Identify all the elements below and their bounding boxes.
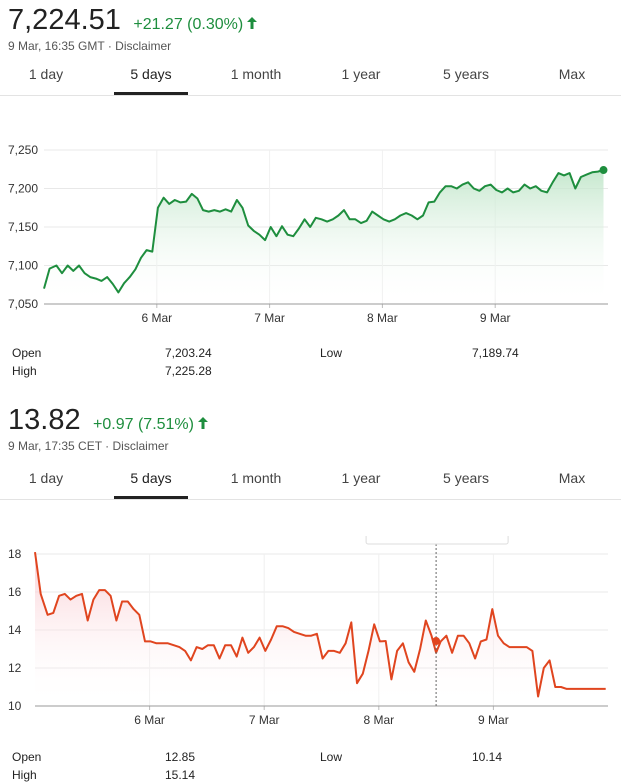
tab-1-day[interactable]: 1 day [28, 470, 64, 486]
y-tick-label: 7,250 [8, 143, 38, 157]
disclaimer-link[interactable]: Disclaimer [112, 439, 169, 453]
tooltip-value: 13.42 [374, 536, 404, 538]
tab-1-year[interactable]: 1 year [341, 66, 381, 82]
y-tick-label: 18 [8, 547, 22, 561]
tooltip-box [365, 536, 509, 545]
tab-5-years[interactable]: 5 years [443, 66, 489, 82]
low-value: 7,189.74 [472, 346, 519, 360]
tab-1-day[interactable]: 1 day [28, 66, 64, 82]
y-tick-label: 7,100 [8, 259, 38, 273]
range-tabs: 1 day 5 days 1 month 1 year 5 years Max [0, 461, 621, 500]
last-point-marker [599, 166, 608, 175]
x-tick-label: 7 Mar [254, 311, 285, 325]
tab-1-year[interactable]: 1 year [341, 470, 381, 486]
tab-5-days[interactable]: 5 days [114, 57, 188, 95]
stock-panel-2: 13.82 +0.97 (7.51%) 9 Mar, 17:35 CET · D… [0, 396, 621, 782]
arrow-up-icon [247, 17, 258, 32]
series-area [35, 552, 606, 706]
high-value: 15.14 [165, 768, 196, 782]
series-line [43, 169, 604, 294]
y-tick-label: 7,150 [8, 220, 38, 234]
x-tick-label: 8 Mar [363, 713, 394, 727]
stock-panel-1: 7,224.51 +21.27 (0.30%) 9 Mar, 16:35 GMT… [0, 4, 621, 378]
timestamp: 9 Mar, 17:35 CET [8, 439, 102, 453]
separator: · [101, 439, 113, 453]
x-tick-label: 7 Mar [249, 713, 280, 727]
price-chart[interactable]: 10 12 14 16 18 6 Mar 7 Mar 8 Mar 9 Mar 13.42 Thu 8… [0, 536, 621, 736]
y-tick-label: 7,050 [8, 297, 38, 311]
y-tick-label: 12 [8, 661, 22, 675]
open-value: 7,203.24 [165, 346, 212, 360]
arrow-up-icon [197, 417, 208, 432]
x-tick-label: 9 Mar [480, 311, 511, 325]
open-label: Open [12, 750, 42, 764]
low-label: Low [320, 346, 343, 360]
high-value: 7,225.28 [165, 364, 212, 378]
y-tick-label: 10 [8, 699, 22, 713]
low-label: Low [320, 750, 343, 764]
y-tick-label: 7,200 [8, 182, 38, 196]
series-line [34, 551, 606, 698]
high-label: High [12, 364, 37, 378]
timestamp: 9 Mar, 16:35 GMT [8, 39, 105, 53]
open-label: Open [12, 346, 42, 360]
price-change: +21.27 (0.30%) [133, 16, 258, 33]
y-tick-label: 14 [8, 623, 22, 637]
open-value: 12.85 [165, 750, 196, 764]
tab-max[interactable]: Max [558, 66, 586, 82]
change-text: +0.97 (7.51%) [93, 416, 194, 433]
tab-5-days[interactable]: 5 days [114, 461, 188, 499]
separator: · [104, 39, 116, 53]
x-tick-label: 9 Mar [478, 713, 509, 727]
tab-1-month[interactable]: 1 month [230, 470, 282, 486]
range-tabs: 1 day 5 days 1 month 1 year 5 years Max [0, 57, 621, 96]
tooltip-time: Thu 8 Mar 13:00 [412, 536, 500, 538]
tab-1-month[interactable]: 1 month [230, 66, 282, 82]
quote-header: 7,224.51 +21.27 (0.30%) 9 Mar, 16:35 GMT… [8, 4, 258, 53]
change-text: +21.27 (0.30%) [133, 16, 244, 33]
low-value: 10.14 [472, 750, 503, 764]
high-label: High [12, 768, 37, 782]
tab-5-years[interactable]: 5 years [443, 470, 489, 486]
price: 13.82 [8, 404, 81, 436]
tab-max[interactable]: Max [558, 470, 586, 486]
quote-header: 13.82 +0.97 (7.51%) 9 Mar, 17:35 CET · D… [8, 404, 208, 453]
x-tick-label: 8 Mar [367, 311, 398, 325]
y-tick-label: 16 [8, 585, 22, 599]
series-area [44, 170, 604, 304]
timestamp-line: 9 Mar, 17:35 CET · Disclaimer [8, 439, 208, 453]
price: 7,224.51 [8, 4, 121, 36]
timestamp-line: 9 Mar, 16:35 GMT · Disclaimer [8, 39, 257, 53]
price-chart[interactable]: 7,050 7,100 7,150 7,200 7,250 6 Mar 7 Mar 8 Mar… [0, 130, 621, 330]
highlight-point [432, 637, 441, 646]
disclaimer-link[interactable]: Disclaimer [115, 39, 172, 53]
x-tick-label: 6 Mar [141, 311, 172, 325]
price-change: +0.97 (7.51%) [93, 416, 208, 433]
x-tick-label: 6 Mar [134, 713, 165, 727]
